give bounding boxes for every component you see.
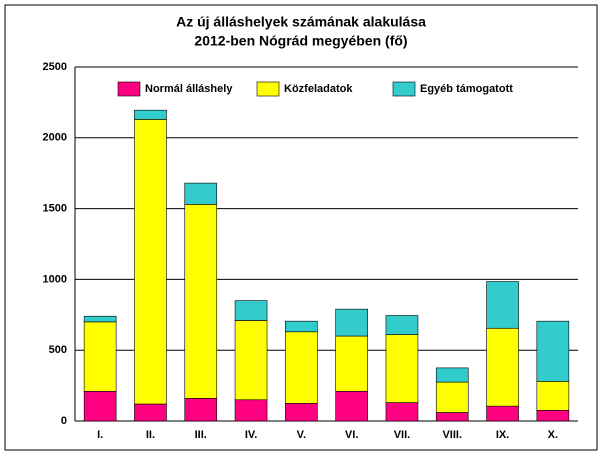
y-tick-label: 1500 xyxy=(43,203,67,215)
legend-label: Közfeladatok xyxy=(284,83,353,95)
bar-segment xyxy=(335,335,368,392)
x-tick-label: VI. xyxy=(345,429,358,441)
bar-segment xyxy=(134,403,167,422)
y-tick-label: 2000 xyxy=(43,132,67,144)
x-tick-label: VII. xyxy=(394,429,411,441)
bar-segment xyxy=(285,331,318,404)
legend-swatch xyxy=(392,81,416,97)
y-tick-label: 500 xyxy=(49,344,67,356)
legend-swatch xyxy=(117,81,141,97)
bar-segment xyxy=(134,119,167,405)
x-tick-label: III. xyxy=(195,429,207,441)
bar-segment xyxy=(486,327,519,407)
bar-segment xyxy=(536,320,570,382)
y-tick-label: 1000 xyxy=(43,273,67,285)
bar-segment xyxy=(184,204,218,399)
y-tick-label: 2500 xyxy=(43,61,67,73)
bar-segment xyxy=(536,381,570,411)
x-tick-label: IX. xyxy=(496,429,509,441)
x-tick-label: II. xyxy=(146,429,155,441)
bar-segment xyxy=(536,410,570,422)
bar-segment xyxy=(184,182,218,205)
x-tick-label: V. xyxy=(297,429,306,441)
legend-label: Egyéb támogatott xyxy=(420,83,513,95)
legend-swatch xyxy=(256,81,280,97)
bar-segment xyxy=(385,315,419,335)
bar-segment xyxy=(184,398,218,422)
chart-title: 2012-ben Nógrád megyében (fő) xyxy=(194,33,407,49)
legend-label: Normál álláshely xyxy=(145,83,233,95)
x-tick-label: X. xyxy=(548,429,558,441)
bar-segment xyxy=(486,281,519,329)
bar-segment xyxy=(285,320,318,333)
bar-segment xyxy=(134,109,167,120)
bar-segment xyxy=(83,321,117,392)
bar-segment xyxy=(335,390,368,422)
bar-segment xyxy=(234,300,268,321)
x-tick-label: IV. xyxy=(245,429,257,441)
y-tick-label: 0 xyxy=(61,415,67,427)
bar-segment xyxy=(385,334,419,403)
bar-segment xyxy=(486,405,519,422)
bar-segment xyxy=(83,315,117,323)
bar-segment xyxy=(435,367,469,383)
bar-segment xyxy=(234,320,268,401)
bar-segment xyxy=(285,402,318,422)
bar-segment xyxy=(435,412,469,422)
x-tick-label: VIII. xyxy=(442,429,462,441)
x-tick-label: I. xyxy=(97,429,103,441)
bar-segment xyxy=(335,308,368,337)
bar-segment xyxy=(385,402,419,422)
chart-title: Az új álláshelyek számának alakulása xyxy=(176,14,426,30)
bar-segment xyxy=(234,399,268,422)
bar-segment xyxy=(435,381,469,413)
bar-segment xyxy=(83,390,117,422)
